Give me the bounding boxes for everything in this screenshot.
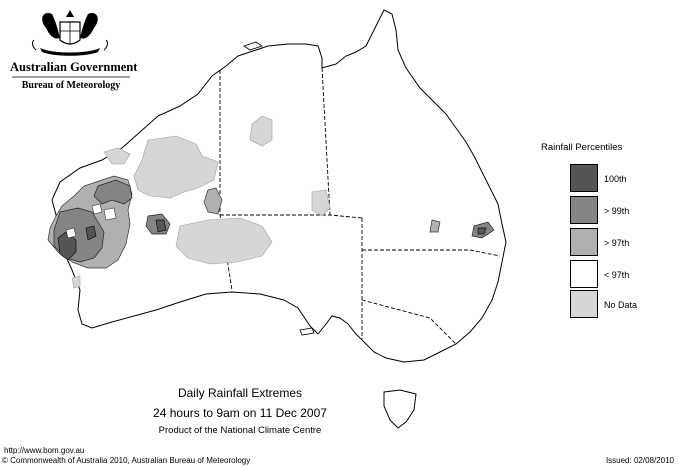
map-title: Daily Rainfall Extremes (177, 386, 303, 400)
legend-swatch-97th (570, 228, 598, 256)
kangaroo-island (299, 327, 315, 336)
legend-swatch-no-data (570, 290, 598, 318)
bureau-name: Bureau of Meteorology (21, 80, 121, 91)
government-name: Australian Government (10, 60, 138, 74)
below-97th-holes (65, 203, 117, 239)
no-data-regions (71, 115, 331, 289)
legend-swatch-100th (570, 164, 598, 192)
coat-of-arms-logo (31, 10, 109, 56)
state-borders (219, 67, 501, 345)
legend-swatch-99th (570, 196, 598, 224)
map-subtitle: 24 hours to 9am on 11 Dec 2007 (153, 406, 327, 420)
legend-label-below-97th: < 97th (604, 270, 630, 280)
australia-mainland (51, 9, 507, 363)
website-link[interactable]: http://www.bom.gov.au (4, 446, 85, 455)
legend-label-97th: > 97th (604, 238, 630, 248)
legend-title: Rainfall Percentiles (541, 142, 623, 153)
tasmania (383, 389, 417, 429)
map-product-note: Product of the National Climate Centre (158, 425, 322, 436)
legend-label-99th: > 99th (604, 206, 630, 216)
legend-swatch-below-97th (570, 260, 598, 288)
legend-label-100th: 100th (604, 174, 627, 184)
copyright-notice: © Commonwealth of Australia 2010, Austra… (2, 456, 251, 465)
100th-regions (57, 219, 487, 261)
issued-date: Issued: 02/08/2010 (605, 456, 674, 465)
melville-island (243, 41, 263, 51)
legend-label-no-data: No Data (604, 300, 638, 310)
